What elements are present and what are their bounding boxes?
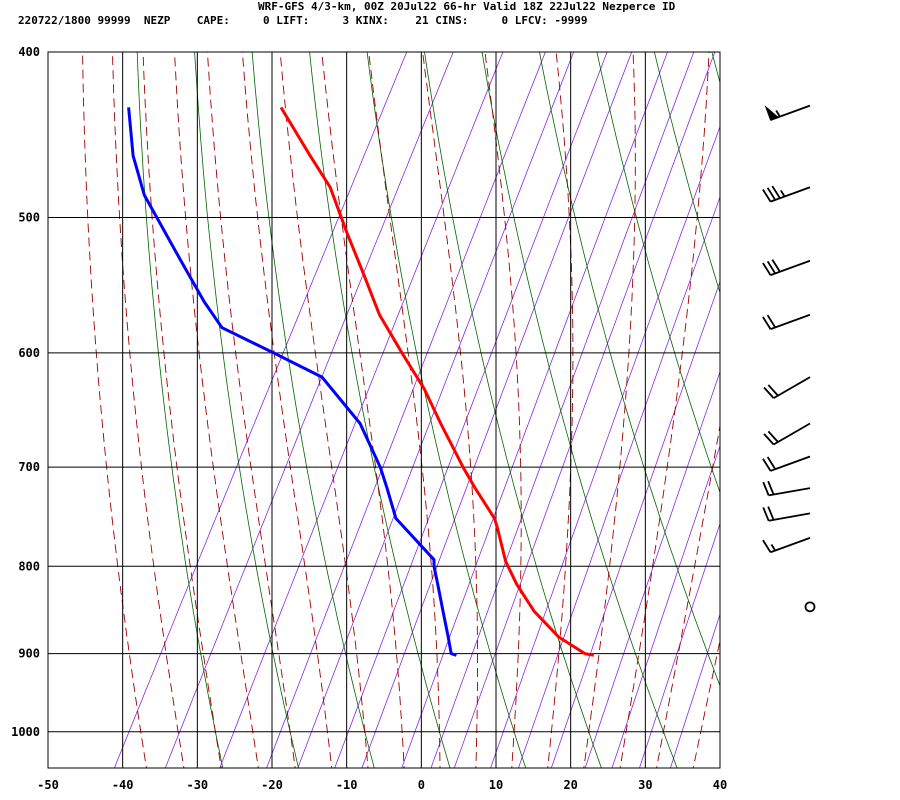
dry-adiabat-line	[596, 52, 720, 494]
dewpoint-profile-line	[127, 107, 457, 657]
moist-adiabat-line	[619, 52, 710, 768]
chart-title: WRF-GFS 4/3-km, 00Z 20Jul22 66-hr Valid …	[258, 0, 676, 13]
temperature-tick-label: 40	[713, 778, 727, 792]
wind-barb	[762, 259, 811, 276]
pressure-tick-label: 800	[18, 559, 40, 573]
wind-barb	[764, 104, 811, 121]
mixing-ratio-line	[611, 444, 720, 768]
moist-adiabat-line	[692, 638, 720, 768]
temperature-tick-label: -30	[186, 778, 208, 792]
moist-adiabat-line	[241, 52, 333, 768]
dry-adiabat-line	[539, 52, 720, 687]
dry-adiabat-line	[878, 33, 900, 775]
mixing-ratio-line	[401, 52, 668, 768]
mixing-ratio-line	[550, 280, 720, 768]
pressure-tick-label: 400	[18, 45, 40, 59]
dry-adiabat-line	[481, 52, 678, 768]
wind-barb	[762, 455, 811, 472]
mixing-ratio-line	[113, 52, 408, 768]
mixing-ratio-line	[266, 52, 546, 768]
wind-barb	[804, 601, 816, 613]
pressure-axis: 400 500 600 700 800 900 1000	[11, 45, 40, 739]
moist-adiabat-line	[321, 52, 405, 768]
pressure-tick-label: 500	[18, 211, 40, 225]
mixing-ratio-line	[518, 195, 720, 768]
mixing-ratio-line	[490, 125, 720, 768]
temperature-axis: -50 -40 -30 -20 -10 0 10 20 30 40	[37, 778, 727, 792]
mixing-ratio-line	[297, 52, 575, 768]
moist-adiabat-line	[484, 52, 522, 768]
moist-adiabat-line	[174, 52, 259, 768]
pressure-tick-label: 700	[18, 460, 40, 474]
wind-barb	[763, 376, 811, 399]
dry-adiabat-line	[251, 52, 375, 768]
dry-adiabat-line	[194, 52, 299, 768]
mixing-ratio-line	[334, 52, 608, 768]
pressure-tick-label: 900	[18, 647, 40, 661]
moist-adiabat-line	[422, 52, 478, 768]
moist-adiabat-line	[583, 52, 636, 768]
wind-barb	[762, 537, 811, 554]
dry-adiabat-line	[309, 52, 451, 768]
temperature-profile-line	[279, 106, 595, 657]
moist-adiabat-line	[279, 52, 369, 768]
thermodynamic-background	[82, 33, 900, 775]
mixing-ratio-line	[219, 52, 504, 768]
temperature-tick-label: -10	[336, 778, 358, 792]
mixing-ratio-line	[164, 52, 454, 768]
mixing-ratio-line	[584, 370, 720, 768]
moist-adiabat-line	[728, 33, 898, 775]
dry-adiabat-line	[711, 52, 720, 85]
mixing-ratio-line	[639, 522, 720, 768]
mixing-ratio-line	[453, 52, 716, 768]
temperature-tick-label: 20	[563, 778, 577, 792]
temperature-tick-label: 0	[418, 778, 425, 792]
moist-adiabat-line	[656, 423, 720, 768]
wind-barb	[762, 185, 811, 203]
dry-adiabat-line	[653, 52, 720, 295]
temperature-tick-label: -40	[112, 778, 134, 792]
sounding-profiles	[127, 106, 595, 657]
dry-adiabat-line	[821, 33, 900, 775]
grid-lines	[48, 51, 720, 768]
moist-adiabat-line	[206, 52, 296, 768]
moist-adiabat-line	[547, 52, 574, 768]
dry-adiabat-line	[424, 52, 602, 768]
wind-barb	[762, 506, 811, 522]
wind-barbs	[762, 104, 816, 613]
wind-barb	[762, 480, 811, 497]
pressure-tick-label: 600	[18, 346, 40, 360]
temperature-tick-label: -50	[37, 778, 59, 792]
temperature-tick-label: -20	[261, 778, 283, 792]
moist-adiabat-line	[368, 52, 441, 768]
station-indices-line: 220722/1800 99999 NEZP CAPE: 0 LIFT: 3 K…	[18, 14, 588, 27]
temperature-tick-label: 10	[489, 778, 503, 792]
mixing-ratio-line	[669, 613, 720, 768]
temperature-tick-label: 30	[638, 778, 652, 792]
mixing-ratio-line	[361, 52, 633, 768]
moist-adiabat-line	[142, 52, 222, 768]
moist-adiabat-line	[82, 52, 147, 768]
dry-adiabat-line	[366, 52, 527, 768]
dry-adiabat-line	[764, 33, 900, 775]
wind-barb	[762, 313, 811, 330]
plot-frame	[47, 51, 721, 769]
pressure-tick-label: 1000	[11, 725, 40, 739]
calm-wind-circle	[804, 601, 816, 613]
wind-barb	[763, 422, 811, 446]
moist-adiabat-line	[112, 52, 185, 768]
mixing-ratio-line	[430, 52, 695, 768]
dry-adiabat-line	[136, 52, 224, 768]
